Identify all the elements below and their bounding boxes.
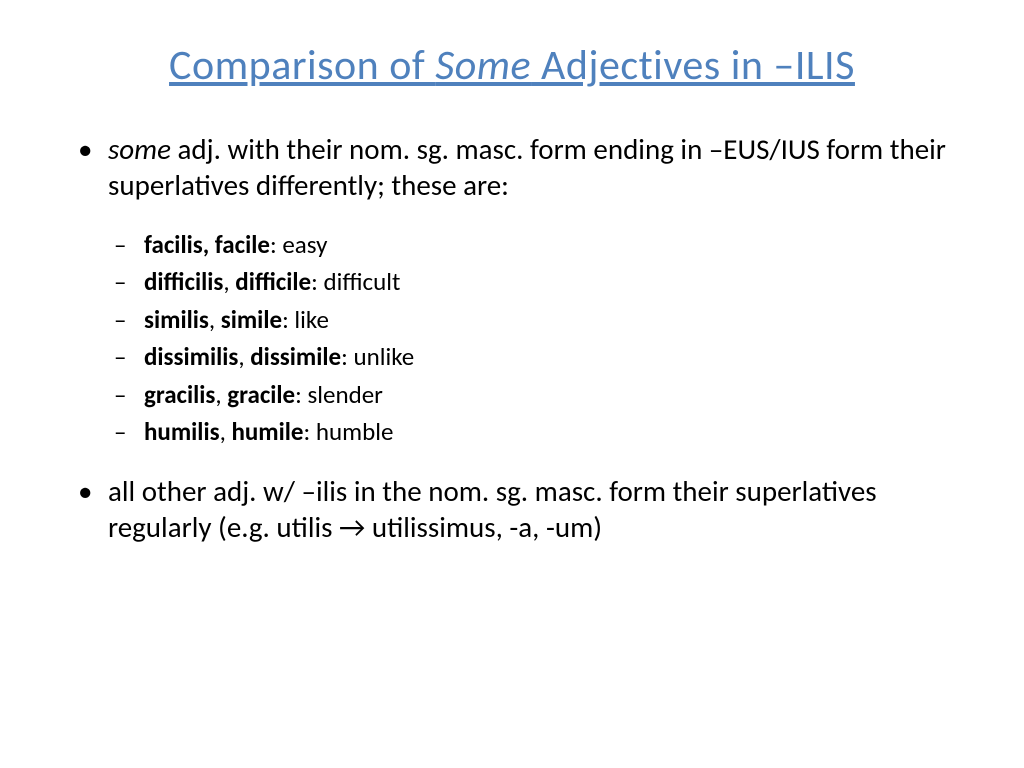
sep: : (311, 266, 323, 297)
latin-term: facilis, facile (144, 229, 270, 260)
sep: : (304, 416, 316, 447)
english-term: slender (307, 379, 382, 410)
latin-term-2: difficile (235, 266, 311, 297)
sub-item-dissimilis: dissimilis, dissimile: unlike (108, 338, 954, 376)
sep: : (341, 341, 353, 372)
slide: Comparison of Some Adjectives in –ILIS s… (0, 0, 1024, 768)
latin-term-2: dissimile (250, 341, 341, 372)
title-text-post: Adjectives in –ILIS (531, 40, 855, 91)
english-term: easy (282, 229, 327, 260)
latin-term-1: dissimilis (144, 341, 238, 372)
sub-item-difficilis: difficilis, difficile: difficult (108, 263, 954, 301)
bullet-list: some adj. with their nom. sg. masc. form… (70, 131, 954, 545)
latin-term-1: humilis (144, 416, 220, 447)
sub-item-similis: similis, simile: like (108, 301, 954, 339)
comma: , (209, 304, 221, 335)
comma: , (223, 266, 235, 297)
comma: , (238, 341, 250, 372)
title-text-italic: Some (435, 40, 531, 91)
slide-title: Comparison of Some Adjectives in –ILIS (70, 40, 954, 91)
english-term: unlike (353, 341, 414, 372)
title-text-pre: Comparison of (169, 40, 435, 91)
bullet-main-2: all other adj. w/ –ilis in the nom. sg. … (70, 473, 954, 546)
latin-term-2: simile (221, 304, 282, 335)
bullet-main-1-rest: adj. with their nom. sg. masc. form endi… (108, 131, 946, 203)
sub-bullet-list: facilis, facile: easy difficilis, diffic… (108, 226, 954, 451)
latin-term-1: similis (144, 304, 209, 335)
english-term: difficult (323, 266, 400, 297)
english-term: humble (316, 416, 394, 447)
latin-term-1: difficilis (144, 266, 223, 297)
latin-term-2: gracile (227, 379, 295, 410)
latin-term-1: gracilis (144, 379, 215, 410)
sub-item-gracilis: gracilis, gracile: slender (108, 376, 954, 414)
bullet-main-1: some adj. with their nom. sg. masc. form… (70, 131, 954, 451)
bullet-main-1-italic: some (108, 131, 171, 167)
comma: , (215, 379, 227, 410)
sep: : (282, 304, 294, 335)
latin-term-2: humile (231, 416, 303, 447)
comma: , (220, 416, 232, 447)
sub-item-humilis: humilis, humile: humble (108, 413, 954, 451)
sub-item-facilis: facilis, facile: easy (108, 226, 954, 264)
english-term: like (294, 304, 328, 335)
sep: : (270, 229, 282, 260)
bullet-main-2-text: all other adj. w/ –ilis in the nom. sg. … (108, 473, 877, 545)
sep: : (295, 379, 307, 410)
